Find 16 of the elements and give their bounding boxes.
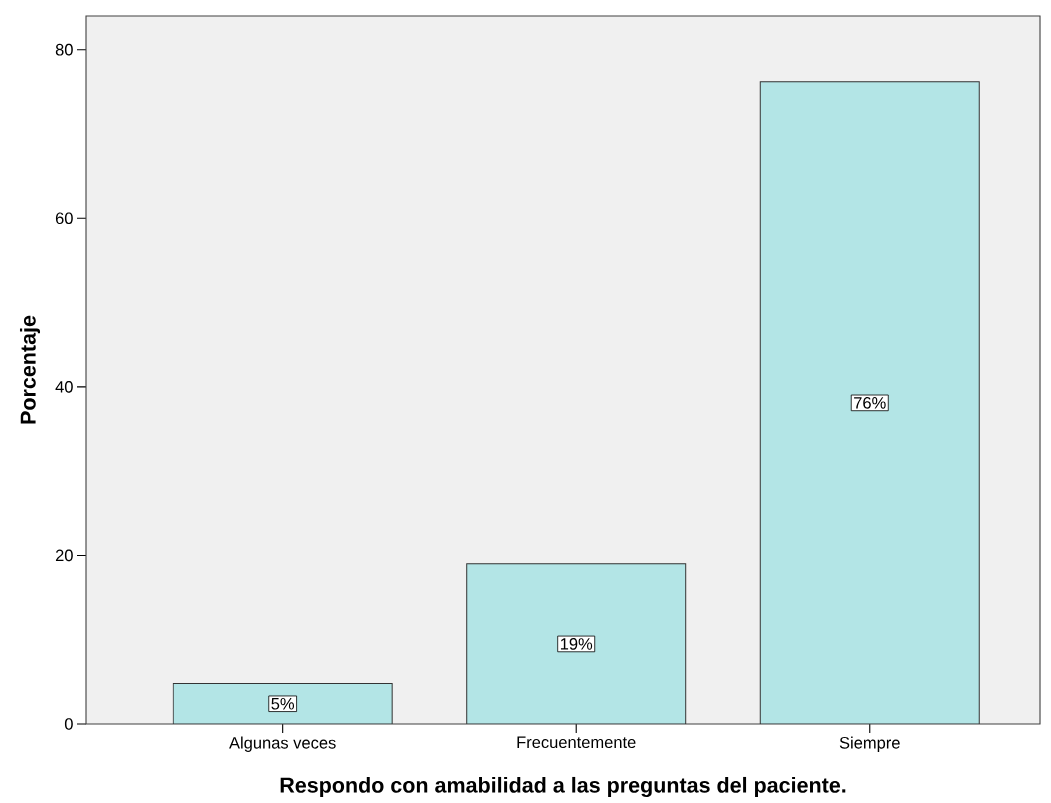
x-tick-label: Frecuentemente — [517, 736, 636, 749]
bar — [172, 683, 393, 724]
x-axis-title: Respondo con amabilidad a las preguntas del paciente. — [280, 776, 846, 798]
y-tick-label: 20 — [55, 549, 73, 562]
bar — [466, 563, 687, 724]
y-tick-label: 40 — [55, 381, 73, 393]
data-label: 19% — [560, 638, 593, 650]
y-tick-label: 80 — [55, 43, 73, 56]
y-tick-label: 60 — [55, 212, 73, 225]
data-label: 5% — [271, 697, 295, 710]
bar — [759, 81, 980, 724]
data-label: 76% — [854, 397, 886, 409]
y-axis-title: Porcentaje — [19, 315, 41, 424]
x-tick-label: Algunas veces — [229, 736, 336, 752]
y-tick-label: 0 — [64, 718, 73, 730]
x-tick-label: Siempre — [839, 736, 900, 752]
